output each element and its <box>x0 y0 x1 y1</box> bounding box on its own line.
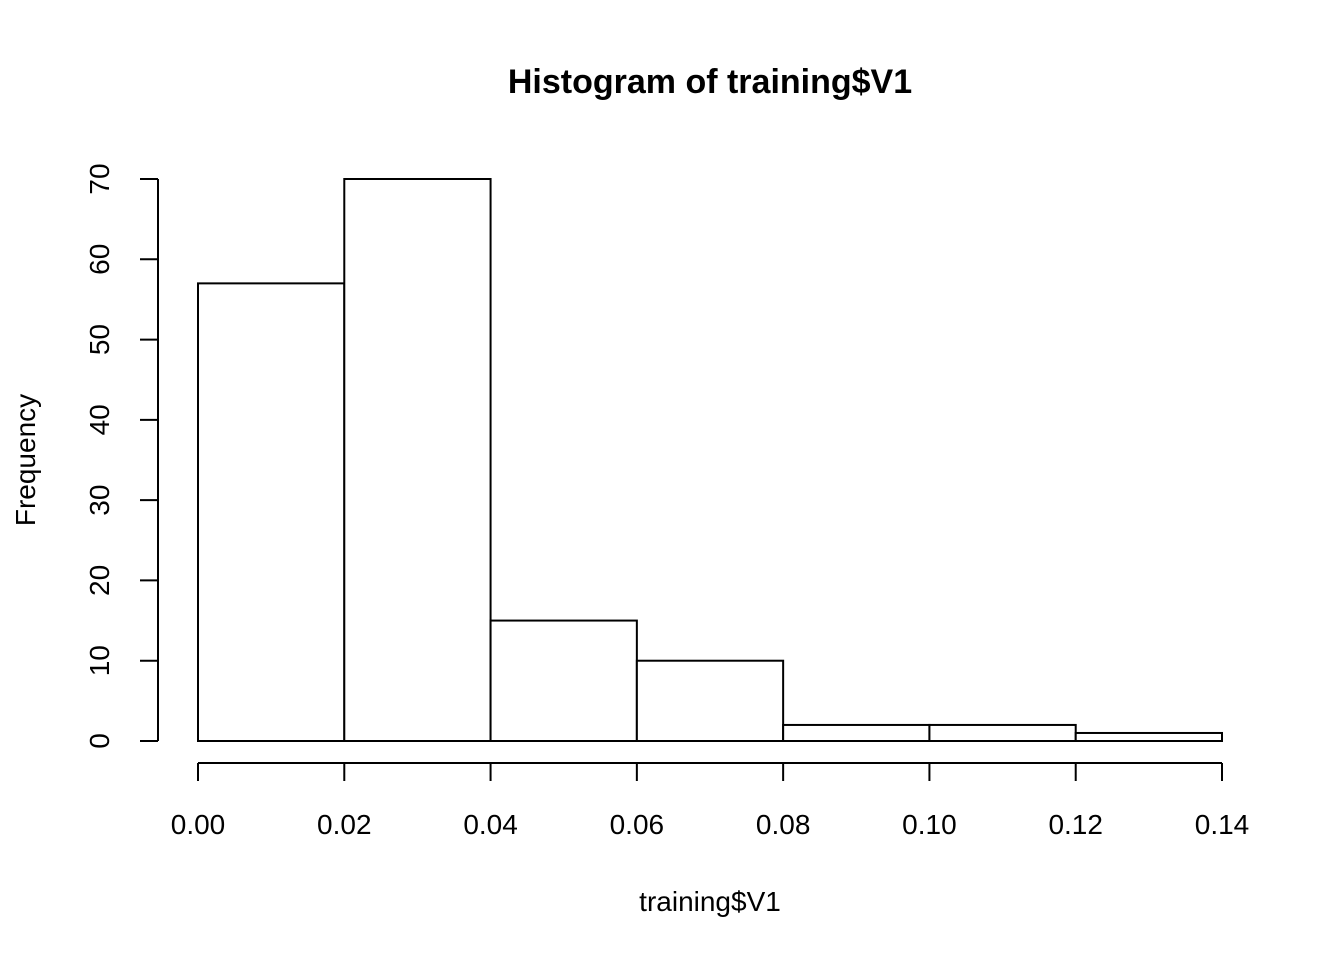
x-tick-label-4: 0.08 <box>756 809 811 840</box>
histogram-bar-4 <box>782 723 931 743</box>
x-tick-label-0: 0.00 <box>171 809 226 840</box>
histogram-bar-1 <box>343 178 492 742</box>
histogram-bar-6 <box>1074 731 1223 743</box>
histogram-bar-3 <box>635 659 785 743</box>
y-axis-label: Frequency <box>10 394 41 526</box>
y-tick-label-7: 70 <box>84 163 115 194</box>
x-tick-label-3: 0.06 <box>610 809 665 840</box>
y-tick-label-0: 0 <box>84 733 115 749</box>
y-tick-label-3: 30 <box>84 485 115 516</box>
bars-group <box>197 178 1223 743</box>
y-tick-label-6: 60 <box>84 244 115 275</box>
x-axis-label: training$V1 <box>639 886 781 917</box>
x-tick-label-5: 0.10 <box>902 809 957 840</box>
histogram-bar-0 <box>197 282 346 742</box>
histogram-bar-5 <box>928 723 1077 743</box>
y-tick-label-1: 10 <box>84 645 115 676</box>
y-tick-label-4: 40 <box>84 404 115 435</box>
y-tick-label-2: 20 <box>84 565 115 596</box>
x-axis: 0.00 0.02 0.04 0.06 0.08 0.10 0.12 0.14 <box>171 762 1250 840</box>
chart-title: Histogram of training$V1 <box>508 63 912 101</box>
x-tick-label-2: 0.04 <box>463 809 518 840</box>
histogram-bar-2 <box>489 619 638 742</box>
x-tick-label-7: 0.14 <box>1195 809 1250 840</box>
y-axis: 0 10 20 30 40 50 60 70 <box>84 163 159 749</box>
x-tick-label-1: 0.02 <box>317 809 372 840</box>
x-tick-label-6: 0.12 <box>1048 809 1103 840</box>
y-tick-label-5: 50 <box>84 324 115 355</box>
